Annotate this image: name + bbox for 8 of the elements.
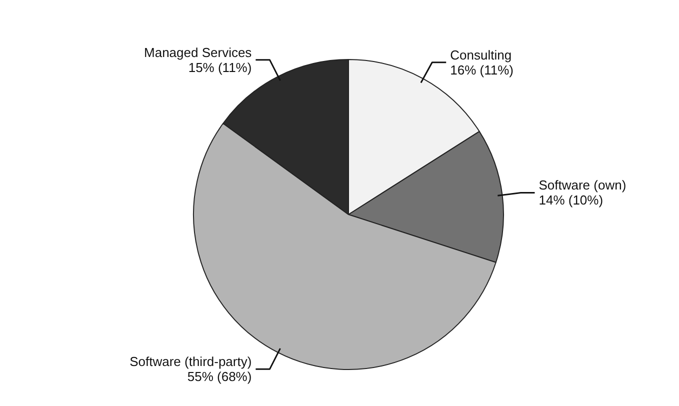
data-label: 14% (10%): [538, 192, 604, 208]
slice-label: Managed Services: [144, 44, 252, 60]
data-label: 55% (68%): [187, 369, 252, 384]
data-label: 16% (11%): [450, 62, 514, 78]
slice-label: Software (third-party): [130, 354, 252, 370]
slice-label: Software (own): [538, 178, 626, 193]
slice-label: Consulting: [450, 47, 512, 62]
data-label: 15% (11%): [188, 60, 252, 75]
